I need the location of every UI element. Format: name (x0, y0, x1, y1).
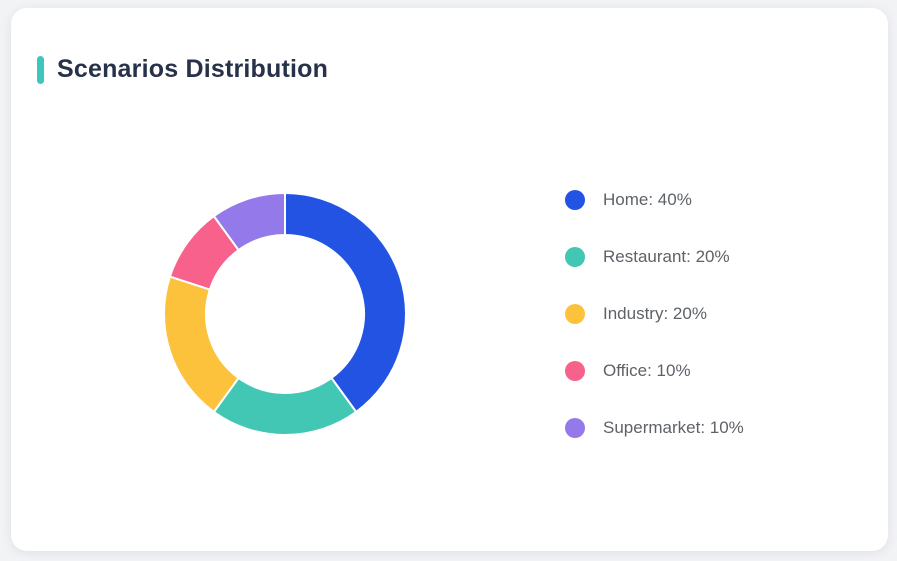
legend-item-supermarket[interactable]: Supermarket: 10% (565, 418, 744, 438)
legend-marker-supermarket (565, 418, 585, 438)
legend-item-office[interactable]: Office: 10% (565, 361, 744, 381)
legend-label: Restaurant: 20% (603, 247, 730, 266)
chart-legend: Home: 40% Restaurant: 20% Industry: 20% Off… (565, 190, 744, 475)
legend-label: Office: 10% (603, 361, 691, 380)
legend-marker-restaurant (565, 247, 585, 267)
donut-chart (163, 192, 407, 436)
donut-slice-restaurant[interactable] (212, 376, 358, 436)
card-header: Scenarios Distribution (37, 55, 328, 84)
legend-marker-industry (565, 304, 585, 324)
legend-marker-office (565, 361, 585, 381)
legend-item-industry[interactable]: Industry: 20% (565, 304, 744, 324)
donut-slice-home[interactable] (284, 192, 407, 413)
legend-label: Home: 40% (603, 190, 692, 209)
legend-label: Supermarket: 10% (603, 418, 744, 437)
legend-marker-home (565, 190, 585, 210)
title-accent-bar (37, 55, 44, 84)
donut-slice-industry[interactable] (163, 275, 240, 413)
scenarios-distribution-card: Scenarios Distribution Home: 40% Restaura… (11, 8, 888, 551)
donut-slice-supermarket[interactable] (212, 192, 286, 252)
legend-item-restaurant[interactable]: Restaurant: 20% (565, 247, 744, 267)
legend-item-home[interactable]: Home: 40% (565, 190, 744, 210)
legend-label: Industry: 20% (603, 304, 707, 323)
page-title: Scenarios Distribution (57, 55, 329, 83)
